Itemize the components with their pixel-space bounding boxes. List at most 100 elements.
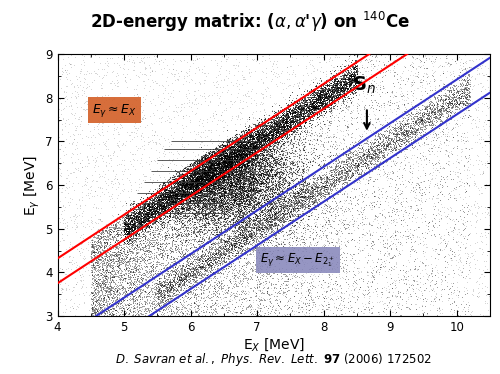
Point bbox=[294, 195, 302, 201]
Point bbox=[240, 179, 248, 185]
Point bbox=[280, 105, 287, 111]
Point bbox=[399, 115, 407, 121]
Point bbox=[314, 271, 322, 277]
Point bbox=[197, 188, 205, 194]
Point bbox=[152, 273, 160, 279]
Point bbox=[261, 137, 269, 142]
Point bbox=[436, 247, 444, 253]
Point bbox=[242, 163, 250, 169]
Point bbox=[180, 199, 188, 205]
Point bbox=[211, 220, 219, 226]
Point bbox=[320, 243, 328, 249]
Point bbox=[339, 104, 347, 110]
Point bbox=[220, 172, 228, 178]
Point bbox=[368, 310, 376, 316]
Point bbox=[154, 195, 162, 201]
Point bbox=[296, 113, 304, 119]
Point bbox=[214, 183, 222, 188]
Point bbox=[373, 66, 381, 72]
Point bbox=[152, 107, 160, 113]
Point bbox=[324, 103, 332, 109]
Point bbox=[327, 172, 335, 178]
Point bbox=[241, 155, 249, 161]
Point bbox=[220, 167, 228, 173]
Point bbox=[426, 170, 434, 176]
Point bbox=[212, 159, 220, 165]
Point bbox=[312, 229, 320, 235]
Point bbox=[166, 282, 174, 288]
Point bbox=[216, 264, 224, 270]
Point bbox=[160, 187, 168, 193]
Point bbox=[222, 163, 230, 169]
Point bbox=[108, 233, 116, 239]
Point bbox=[236, 172, 244, 178]
Point bbox=[166, 190, 173, 196]
Point bbox=[228, 160, 236, 166]
Point bbox=[100, 233, 108, 239]
Point bbox=[402, 137, 409, 142]
Point bbox=[347, 72, 355, 78]
Point bbox=[58, 121, 66, 127]
Point bbox=[240, 198, 248, 204]
Point bbox=[152, 271, 160, 277]
Point bbox=[219, 168, 227, 174]
Point bbox=[148, 299, 156, 305]
Point bbox=[112, 246, 120, 252]
Point bbox=[307, 279, 315, 285]
Point bbox=[135, 278, 143, 283]
Point bbox=[465, 85, 473, 91]
Point bbox=[230, 230, 238, 236]
Point bbox=[336, 233, 344, 239]
Point bbox=[196, 232, 204, 238]
Point bbox=[234, 164, 242, 170]
Point bbox=[166, 209, 174, 215]
Point bbox=[246, 139, 254, 145]
Point bbox=[159, 209, 167, 215]
Point bbox=[246, 139, 254, 145]
Point bbox=[234, 167, 242, 173]
Point bbox=[250, 126, 258, 132]
Point bbox=[216, 243, 224, 249]
Point bbox=[102, 143, 110, 149]
Point bbox=[150, 300, 158, 306]
Point bbox=[174, 177, 182, 183]
Point bbox=[219, 169, 227, 175]
Point bbox=[310, 186, 318, 192]
Point bbox=[153, 249, 161, 255]
Point bbox=[242, 177, 250, 183]
Point bbox=[314, 93, 322, 99]
Point bbox=[215, 159, 223, 165]
Point bbox=[276, 211, 284, 217]
Point bbox=[318, 99, 326, 105]
Point bbox=[320, 122, 328, 128]
Point bbox=[292, 229, 300, 235]
Point bbox=[187, 202, 195, 208]
Point bbox=[321, 200, 329, 206]
Point bbox=[194, 284, 202, 290]
Point bbox=[138, 218, 146, 224]
Point bbox=[270, 126, 278, 132]
Point bbox=[142, 269, 150, 275]
Point bbox=[189, 187, 197, 193]
Point bbox=[176, 229, 184, 235]
Point bbox=[464, 73, 472, 79]
Point bbox=[163, 292, 171, 298]
Point bbox=[190, 228, 198, 234]
Point bbox=[244, 239, 252, 245]
Point bbox=[344, 177, 352, 183]
Point bbox=[125, 216, 133, 222]
Point bbox=[181, 304, 189, 310]
Point bbox=[152, 160, 160, 166]
Point bbox=[254, 218, 262, 224]
Point bbox=[179, 178, 187, 184]
Point bbox=[218, 198, 226, 204]
Point bbox=[168, 187, 176, 193]
Point bbox=[376, 225, 384, 231]
Point bbox=[119, 214, 127, 220]
Point bbox=[216, 232, 224, 238]
Point bbox=[180, 180, 188, 186]
Point bbox=[138, 295, 146, 301]
Point bbox=[270, 212, 278, 218]
Point bbox=[224, 152, 232, 158]
Point bbox=[98, 266, 106, 272]
